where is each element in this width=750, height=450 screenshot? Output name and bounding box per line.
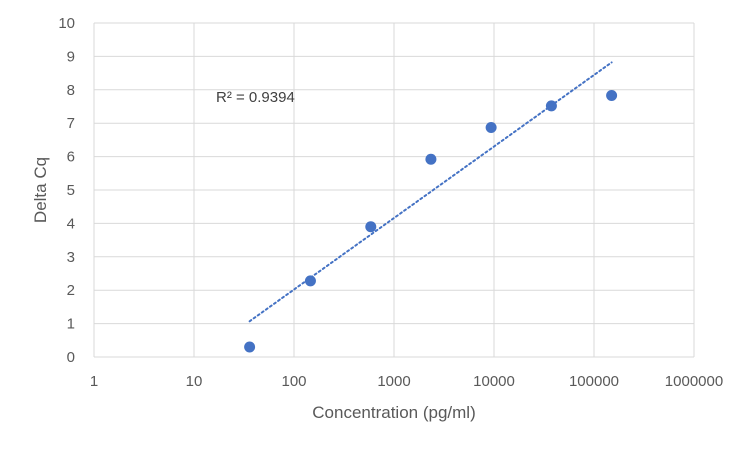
data-point (425, 153, 437, 165)
y-tick-label: 8 (67, 82, 75, 99)
x-tick-label: 1000 (377, 373, 410, 390)
x-tick-label: 100 (281, 373, 306, 390)
y-tick-label: 3 (67, 249, 75, 266)
data-point (365, 221, 377, 233)
x-tick-label: 1 (90, 373, 98, 390)
data-point (244, 341, 256, 353)
y-tick-label: 10 (58, 15, 75, 32)
y-tick-label: 4 (67, 215, 75, 232)
y-tick-label: 2 (67, 282, 75, 299)
x-tick-label: 1000000 (665, 373, 723, 390)
x-tick-labels: 1 10 100 1000 10000 100000 1000000 (90, 373, 723, 390)
y-tick-label: 6 (67, 149, 75, 166)
y-tick-label: 5 (67, 182, 75, 199)
data-point (545, 100, 557, 112)
grid-lines (93, 22, 695, 358)
data-point (606, 89, 618, 101)
r-squared-annotation: R² = 0.9394 (216, 89, 295, 106)
data-point (304, 275, 316, 287)
x-axis-title: Concentration (pg/ml) (312, 403, 475, 422)
y-tick-label: 0 (67, 349, 75, 366)
y-tick-label: 1 (67, 316, 75, 333)
data-points (244, 89, 618, 353)
y-axis-title: Delta Cq (31, 157, 50, 223)
x-tick-label: 100000 (569, 373, 619, 390)
y-tick-labels: 0 1 2 3 4 5 6 7 8 9 10 (58, 15, 75, 366)
y-tick-label: 9 (67, 48, 75, 65)
x-tick-label: 10 (186, 373, 203, 390)
data-point (485, 122, 497, 134)
x-tick-label: 10000 (473, 373, 515, 390)
y-tick-label: 7 (67, 115, 75, 132)
